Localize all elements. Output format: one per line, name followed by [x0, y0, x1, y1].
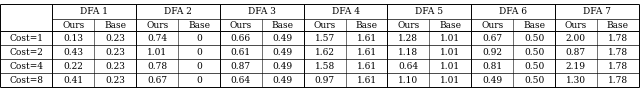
- Text: 1.01: 1.01: [147, 48, 167, 57]
- Text: 0.49: 0.49: [273, 76, 293, 84]
- Text: 1.57: 1.57: [314, 34, 335, 43]
- Text: 0.64: 0.64: [398, 62, 419, 71]
- Text: 0.67: 0.67: [147, 76, 167, 84]
- Text: 1.61: 1.61: [356, 48, 376, 57]
- Text: 0.23: 0.23: [106, 34, 125, 43]
- Text: 0.23: 0.23: [106, 48, 125, 57]
- Text: 2.00: 2.00: [566, 34, 586, 43]
- Text: 2.19: 2.19: [566, 62, 586, 71]
- Text: 0.23: 0.23: [106, 76, 125, 84]
- Text: Base: Base: [104, 21, 126, 30]
- Text: Base: Base: [439, 21, 461, 30]
- Text: DFA 3: DFA 3: [248, 7, 276, 16]
- Text: 0.22: 0.22: [63, 62, 83, 71]
- Text: 0.64: 0.64: [231, 76, 251, 84]
- Text: Ours: Ours: [564, 21, 587, 30]
- Text: 0.50: 0.50: [524, 62, 544, 71]
- Text: 1.28: 1.28: [399, 34, 419, 43]
- Text: Ours: Ours: [314, 21, 336, 30]
- Text: Ours: Ours: [397, 21, 420, 30]
- Text: 0: 0: [196, 34, 202, 43]
- Text: 1.61: 1.61: [356, 76, 376, 84]
- Text: DFA 4: DFA 4: [332, 7, 360, 16]
- Text: 0.87: 0.87: [566, 48, 586, 57]
- Text: Cost=2: Cost=2: [10, 48, 43, 57]
- Text: Ours: Ours: [230, 21, 252, 30]
- Text: 0.50: 0.50: [524, 48, 544, 57]
- Text: Base: Base: [356, 21, 378, 30]
- Text: Cost=8: Cost=8: [9, 76, 44, 84]
- Text: Ours: Ours: [146, 21, 168, 30]
- Text: 0.50: 0.50: [524, 34, 544, 43]
- Text: 0.78: 0.78: [147, 62, 167, 71]
- Text: DFA 7: DFA 7: [583, 7, 611, 16]
- Text: 1.62: 1.62: [315, 48, 335, 57]
- Text: 0.49: 0.49: [273, 48, 293, 57]
- Text: Base: Base: [607, 21, 628, 30]
- Text: Cost=1: Cost=1: [9, 34, 44, 43]
- Text: DFA 6: DFA 6: [499, 7, 527, 16]
- Text: 0.67: 0.67: [482, 34, 502, 43]
- Text: 0.81: 0.81: [482, 62, 502, 71]
- Text: 0.97: 0.97: [315, 76, 335, 84]
- Text: 1.58: 1.58: [314, 62, 335, 71]
- Text: 1.10: 1.10: [398, 76, 419, 84]
- Text: 0.13: 0.13: [63, 34, 83, 43]
- Text: 0.49: 0.49: [482, 76, 502, 84]
- Text: Base: Base: [272, 21, 294, 30]
- Text: 1.61: 1.61: [356, 62, 376, 71]
- Text: 0.43: 0.43: [63, 48, 83, 57]
- Text: 1.78: 1.78: [608, 76, 628, 84]
- Text: 0.92: 0.92: [482, 48, 502, 57]
- Text: Base: Base: [523, 21, 545, 30]
- Text: 1.30: 1.30: [566, 76, 586, 84]
- Text: DFA 2: DFA 2: [164, 7, 192, 16]
- Text: Base: Base: [188, 21, 210, 30]
- Text: 1.78: 1.78: [608, 48, 628, 57]
- Text: 1.01: 1.01: [440, 48, 460, 57]
- Text: Ours: Ours: [481, 21, 503, 30]
- Text: 0: 0: [196, 62, 202, 71]
- Text: 1.01: 1.01: [440, 62, 460, 71]
- Text: 0: 0: [196, 76, 202, 84]
- Text: 0.23: 0.23: [106, 62, 125, 71]
- Text: DFA 5: DFA 5: [415, 7, 444, 16]
- Text: 1.61: 1.61: [356, 34, 376, 43]
- Text: 1.78: 1.78: [608, 34, 628, 43]
- Text: 0.41: 0.41: [63, 76, 83, 84]
- Text: 1.01: 1.01: [440, 76, 460, 84]
- Text: 1.18: 1.18: [398, 48, 419, 57]
- Text: 0.50: 0.50: [524, 76, 544, 84]
- Text: 0: 0: [196, 48, 202, 57]
- Text: 0.49: 0.49: [273, 34, 293, 43]
- Text: 0.61: 0.61: [231, 48, 251, 57]
- Text: 1.01: 1.01: [440, 34, 460, 43]
- Text: 0.66: 0.66: [231, 34, 251, 43]
- Text: Ours: Ours: [62, 21, 84, 30]
- Text: 1.78: 1.78: [608, 62, 628, 71]
- Text: 0.87: 0.87: [231, 62, 251, 71]
- Text: 0.74: 0.74: [147, 34, 167, 43]
- Text: DFA 1: DFA 1: [81, 7, 108, 16]
- Text: 0.49: 0.49: [273, 62, 293, 71]
- Text: Cost=4: Cost=4: [9, 62, 44, 71]
